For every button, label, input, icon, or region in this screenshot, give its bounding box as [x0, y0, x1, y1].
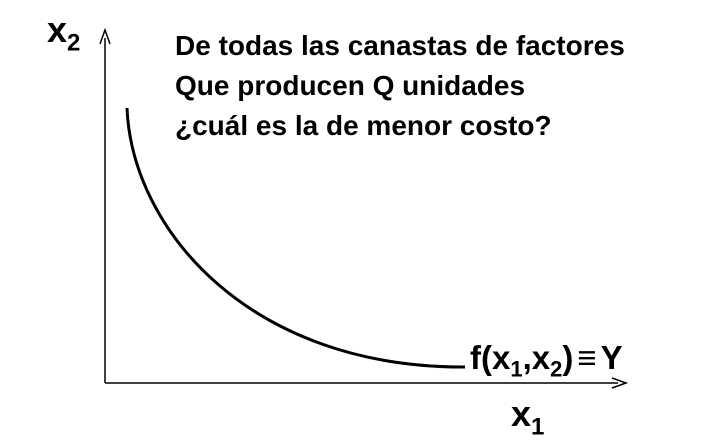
curve-label-sub2: 2 [550, 356, 563, 382]
x-axis-label-base: x [511, 393, 532, 434]
curve-label-equiv: ≡ [577, 339, 597, 376]
x-axis-label-sub: 1 [531, 413, 545, 441]
curve-label-sub1: 1 [510, 356, 523, 382]
x-axis-label: x1 [511, 396, 544, 439]
curve-label-rhs: Y [600, 339, 623, 376]
curve-label-close: ) [562, 339, 574, 376]
question-line-3: ¿cuál es la de menor costo? [175, 110, 552, 141]
curve-label-comma: ,x [522, 339, 551, 376]
isoquant-curve [125, 107, 466, 369]
y-axis-label-base: x [47, 9, 68, 50]
question-line-1: De todas las canastas de factores [175, 30, 625, 61]
curve-label: f(x1,x2) ≡ Y [470, 341, 623, 381]
question-line-2: Que producen Q unidades [175, 70, 526, 101]
curve-label-func: f(x [470, 339, 511, 376]
y-axis-label: x2 [47, 12, 80, 55]
y-axis-label-sub: 2 [67, 29, 81, 57]
x-axis-arrowhead [611, 377, 629, 389]
question-text: De todas las canastas de factores Que pr… [175, 26, 625, 146]
y-axis-arrowhead [99, 27, 111, 45]
